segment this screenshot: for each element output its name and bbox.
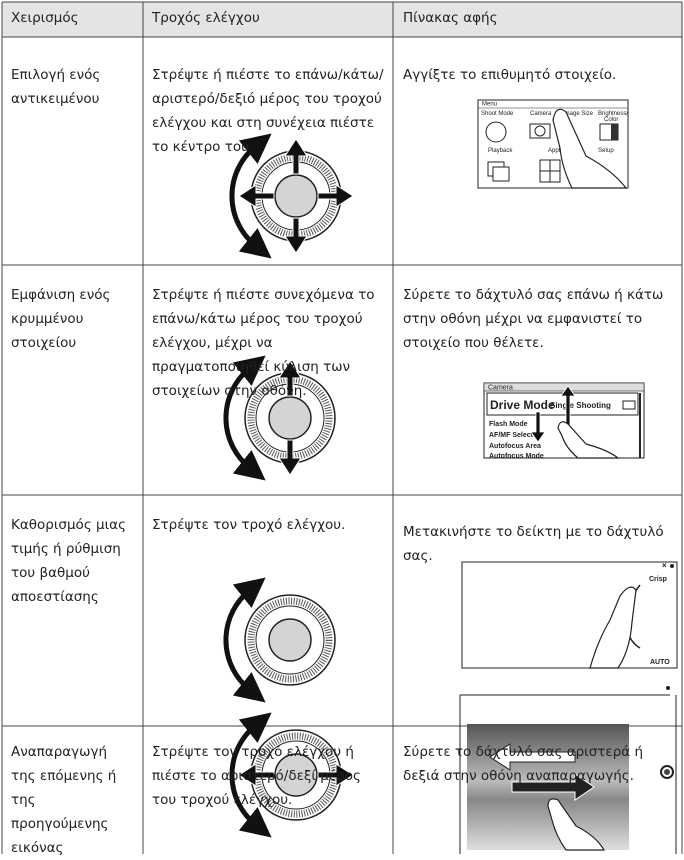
cell: Καθορισμός μιας τιμής ή ρύθμιση του βαθμ…: [11, 517, 127, 605]
screen-text: Playback: [488, 148, 513, 154]
svg-text:×: ×: [662, 561, 667, 570]
screen-text: AF/MF Select: [489, 432, 534, 439]
cell: Μετακινήστε το δείκτη με το δάχτυλό σας.: [403, 524, 664, 564]
cell: Αναπαραγωγή της επόμενης ή της προηγούμε…: [11, 744, 117, 856]
screen-text: Brightness/: [598, 111, 628, 117]
screen-text: Drive Mode: [490, 398, 555, 412]
screen-text: Flash Mode: [489, 421, 528, 428]
cell: Σύρετε το δάχτυλό σας επάνω ή κάτω στην …: [403, 287, 664, 351]
screen-text: Shoot Mode: [481, 111, 514, 117]
menu-screen: Menu Shoot Mode Camera Image Size Bright…: [477, 99, 629, 189]
header-bg: [2, 2, 682, 37]
screen-text: Camera: [488, 385, 513, 392]
screen-text: Color: [604, 117, 618, 123]
screen-text: Autofocus Area: [489, 443, 541, 450]
playback-screen: [459, 686, 677, 854]
header-cell: Πίνακας αφής: [403, 10, 498, 26]
screen-text: Crisp: [649, 576, 667, 583]
cell: Αγγίξτε το επιθυμητό στοιχείο.: [403, 67, 617, 83]
screen-text: AUTO: [650, 659, 670, 666]
cell: Επιλογή ενός αντικειμένου: [11, 67, 101, 107]
header-cell: Χειρισμός: [11, 10, 79, 26]
adjust-screen: × Crisp cus AUTO: [461, 561, 678, 669]
header-cell: Τροχός ελέγχου: [152, 10, 260, 26]
cell: Σύρετε το δάχτυλό σας αριστερά ή δεξιά σ…: [403, 744, 644, 784]
cell: Στρέψτε τον τροχό ελέγχου ή πιέστε το αρ…: [152, 744, 361, 808]
cell: Στρέψτε ή πιέστε το επάνω/κάτω/αριστερό/…: [152, 67, 384, 155]
cell: Στρέψτε τον τροχό ελέγχου.: [152, 517, 346, 533]
screen-text: Setup: [598, 148, 614, 154]
screen-text: Menu: [482, 102, 497, 108]
cell: Εμφάνιση ενός κρυμμένου στοιχείου: [11, 287, 111, 351]
camera-screen: Camera Drive Mode Single Shooting Flash …: [483, 382, 645, 460]
cell: Στρέψτε ή πιέστε συνεχόμενα το επάνω/κάτ…: [152, 287, 375, 399]
screen-text: Image Size: [563, 111, 594, 117]
wheel-rotate: [226, 590, 335, 690]
screen-text: Single Shooting: [550, 401, 611, 410]
screen-text: Camera: [530, 111, 552, 117]
screen-text: Autofocus Mode: [489, 453, 544, 460]
